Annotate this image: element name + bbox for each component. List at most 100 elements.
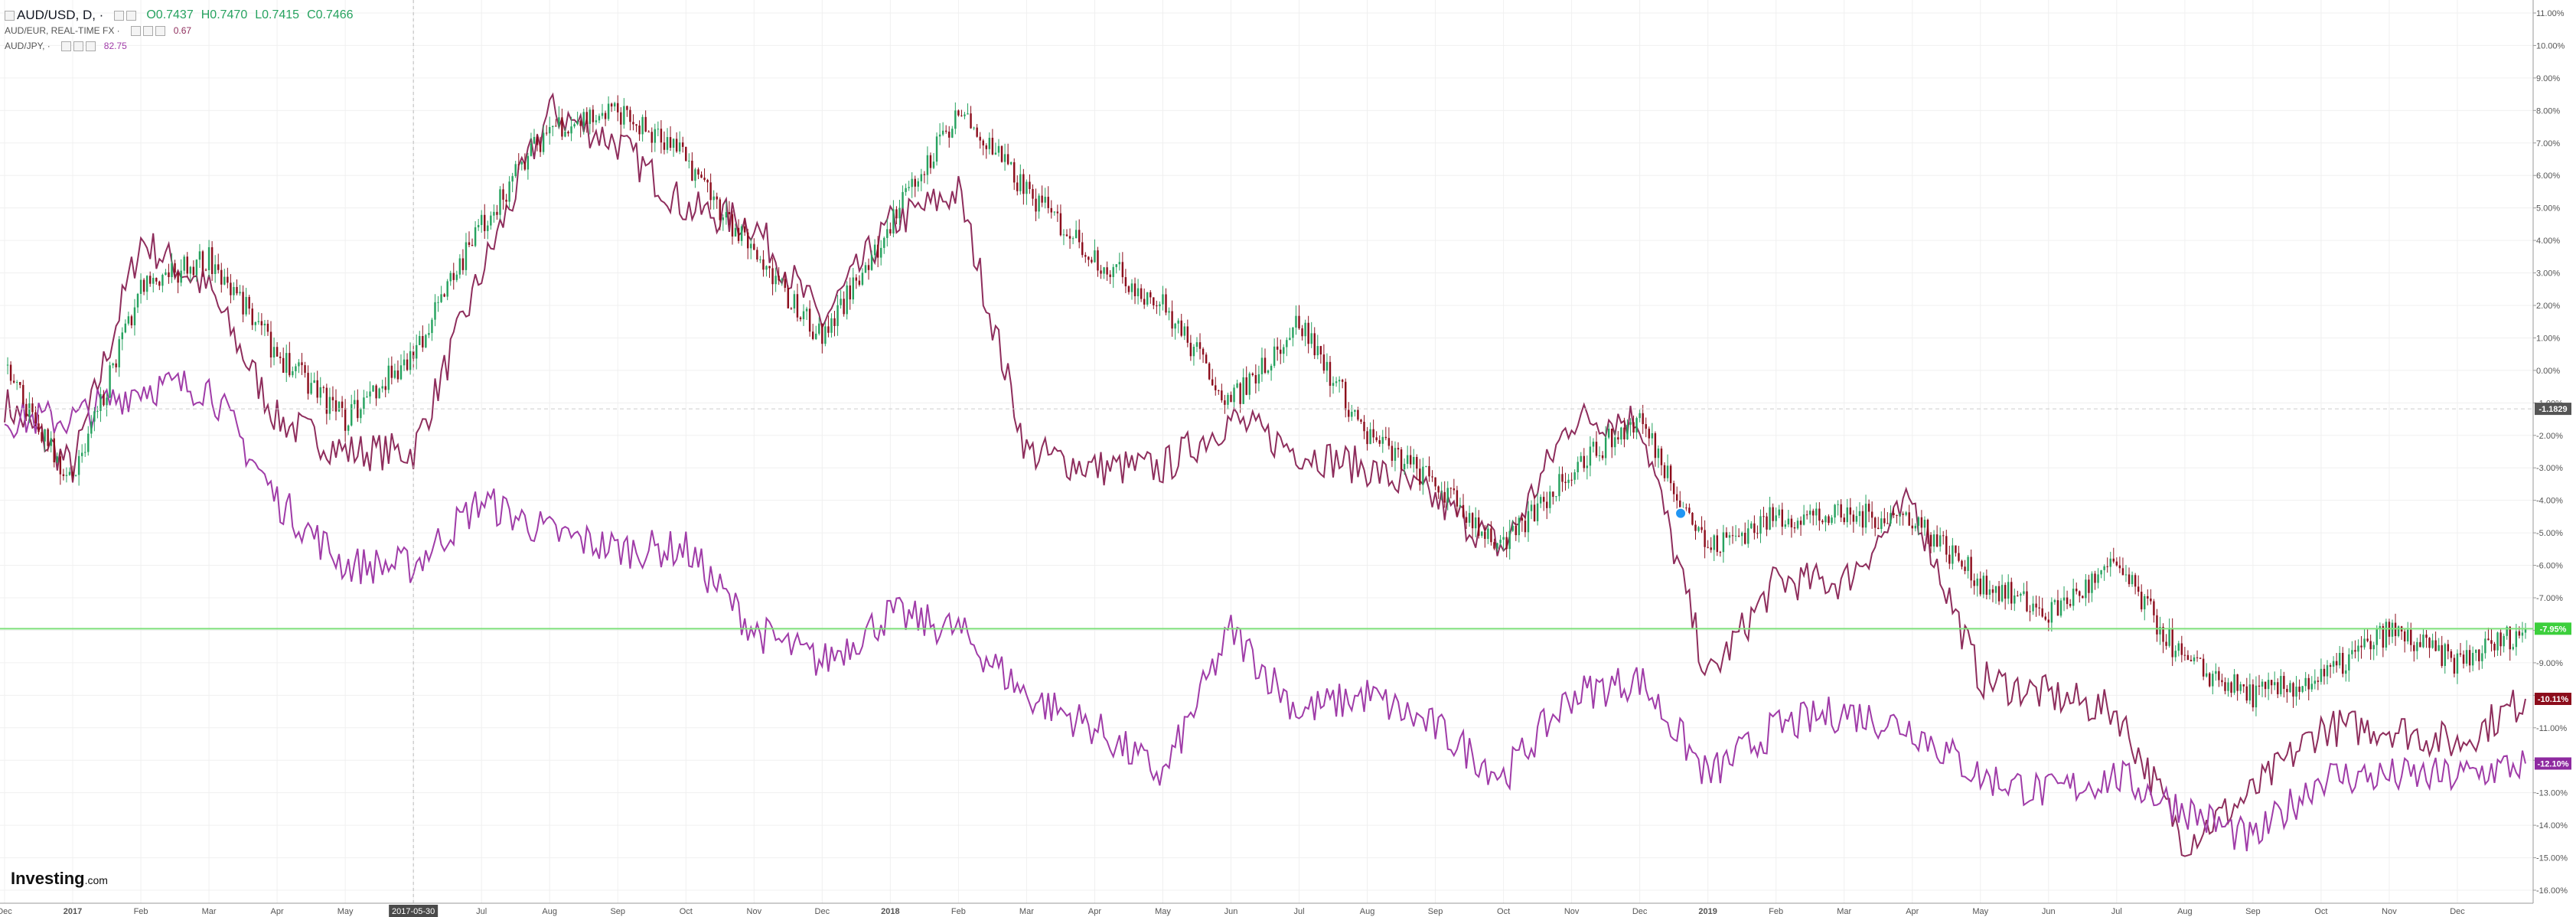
candle-body [784,279,786,289]
candle-body [1601,455,1604,459]
legend-aud-eur[interactable]: AUD/EUR, REAL-TIME FX · 0.67 [5,23,354,38]
candle-body [1784,524,1787,527]
candle-body [44,429,46,442]
candle-body [1769,507,1771,530]
candle-body [56,456,59,462]
candle-body [979,136,981,141]
candle-body [1378,440,1381,444]
candle-body [2487,638,2490,641]
candle-body [2215,671,2217,674]
candle-body [422,335,424,348]
candle-body [1413,456,1415,465]
candle-body [1623,427,1625,439]
logo-suffix: .com [84,874,108,886]
candle-body [490,215,492,226]
collapse-icon[interactable] [5,10,15,21]
candle-body [1316,346,1319,356]
candle-body [1778,509,1780,516]
candle-body [1991,589,1994,593]
candle-body [682,142,684,147]
x-tick-label: Jun [2042,907,2056,916]
candle-body [601,113,604,116]
legend-main[interactable]: AUD/USD, D, · O0.7437 H0.7470 L0.7415 C0… [5,8,354,23]
candle-body [1357,410,1359,420]
candle-body [1955,545,1957,553]
candle-body [539,145,542,152]
candle-body [1539,497,1542,504]
candle-body [471,244,474,246]
candle-body [387,365,390,390]
candle-body [19,382,21,385]
x-tick-label: May [1155,907,1171,916]
candle-body [2171,628,2173,658]
candle-body [2023,591,2025,594]
candle-body [1257,374,1260,383]
candle-body [461,258,465,270]
aud-eur-close-icon[interactable] [155,25,165,36]
candle-body [2524,628,2527,633]
candle-body [242,292,244,315]
candle-body [818,323,820,334]
aud-eur-value: 0.67 [173,25,192,36]
candle-body [846,285,848,315]
hide-icon[interactable] [126,10,137,21]
candle-body [765,266,768,270]
candle-body [1704,530,1706,547]
candle-body [694,169,696,181]
aud-jpy-label[interactable]: AUD/JPY, · [5,41,51,51]
candle-body [2462,654,2465,664]
candle-body [843,299,845,315]
candle-body [1564,481,1567,483]
candle-body [124,323,127,333]
candle-body [1084,255,1087,257]
candle-body [428,333,430,335]
aud-jpy-close-icon[interactable] [85,41,96,51]
aud-eur-label[interactable]: AUD/EUR, REAL-TIME FX · [5,25,120,36]
aud-jpy-hide-icon[interactable] [73,41,83,51]
settings-icon[interactable] [114,10,125,21]
candle-body [753,243,755,250]
candle-body [390,365,393,378]
main-symbol-label[interactable]: AUD/USD, D, · [17,8,104,22]
candle-body [1855,516,1858,522]
aud-jpy-settings-icon[interactable] [60,41,71,51]
candle-body [468,242,471,245]
candle-body [1478,517,1480,536]
candle-body [477,224,480,227]
candle-body [1434,477,1436,487]
candle-body [1103,267,1105,274]
candle-body [1555,496,1557,498]
candle-body [2159,626,2161,635]
candle-body [1586,465,1589,468]
candle-body [2109,558,2111,567]
candle-body [1799,521,1802,525]
candle-body [2280,676,2282,694]
ohlc-low: L0.7415 [255,8,300,21]
x-tick-label: Dec [0,907,12,916]
candle-body [1153,297,1155,305]
candle-body [1345,381,1347,410]
candle-body [2032,603,2034,612]
candle-body [158,281,161,286]
candle-body [1354,410,1356,412]
aud-eur-hide-icon[interactable] [142,25,153,36]
candle-body [542,132,545,152]
candle-body [2007,582,2010,599]
candle-body [1700,527,1703,530]
aud-eur-settings-icon[interactable] [130,25,141,36]
price-label-ref: -1.1829 [2539,405,2567,414]
x-tick-label: Aug [542,907,557,916]
legend-aud-jpy[interactable]: AUD/JPY, · 82.75 [5,38,354,54]
candle-body [941,130,944,135]
candle-body [1313,333,1316,356]
y-tick-label: -11.00% [2536,724,2567,733]
candle-body [1156,305,1158,307]
candle-body [12,380,15,383]
candle-body [2419,641,2421,648]
candle-body [1341,380,1344,382]
candle-body [1490,528,1492,543]
candle-body [1722,532,1725,553]
candle-body [991,138,994,155]
